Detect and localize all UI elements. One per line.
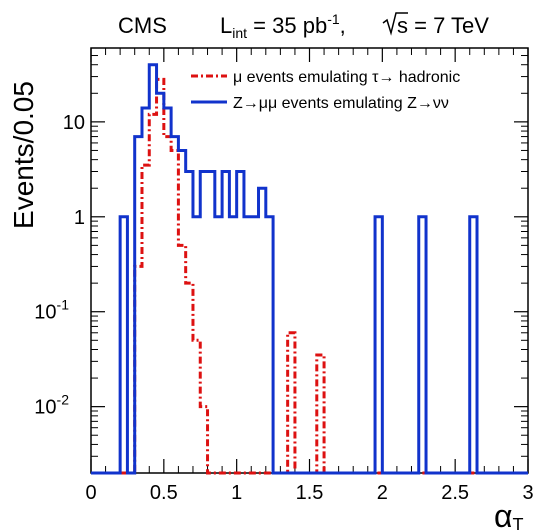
y-ticks: 10-2 10-1 1 10 <box>34 55 528 457</box>
title-sqrt-s: s = 7 TeV <box>397 13 489 38</box>
x-axis-label: αT <box>494 498 524 530</box>
x-tick-label: 3 <box>522 482 533 504</box>
legend: μ events emulating τ→ hadronic Z→μμ even… <box>191 69 460 112</box>
y-axis-label: Events/0.05 <box>8 81 39 229</box>
x-tick-label: 2.5 <box>441 482 469 504</box>
title-sqrt-s-text: s = 7 TeV <box>397 13 489 38</box>
x-tick-label: 1 <box>231 482 242 504</box>
legend-label-z: Z→μμ events emulating Z→νν <box>233 95 449 112</box>
x-tick-label: 0.5 <box>150 482 178 504</box>
x-tick-label: 0 <box>85 482 96 504</box>
series-group <box>91 63 528 475</box>
title-experiment: CMS <box>118 13 167 38</box>
title-lumi-L: L <box>220 13 232 38</box>
x-tick-label: 2 <box>377 482 388 504</box>
title-comma: , <box>340 13 346 38</box>
title-lumi: Lint = 35 pb-1, <box>220 11 346 41</box>
sqrt-sign-icon <box>382 12 408 36</box>
x-ticks: 0 0.5 1 1.5 2 2.5 3 <box>85 48 534 504</box>
y-tick-label: 10 <box>63 112 85 134</box>
x-tick-label: 1.5 <box>296 482 324 504</box>
x-axis-label-alpha: α <box>494 498 513 530</box>
y-tick-label: 10-2 <box>34 392 69 419</box>
title-lumi-sub: int <box>232 25 247 41</box>
series-mu-emulating-tau-histogram <box>91 77 528 475</box>
y-tick-label: 1 <box>74 207 85 229</box>
x-axis-label-sub: T <box>513 515 524 530</box>
y-tick-label: 10-1 <box>34 297 69 324</box>
legend-label-mu: μ events emulating τ→ hadronic <box>233 69 460 86</box>
title-lumi-value: = 35 pb <box>247 13 327 38</box>
title-lumi-sup: -1 <box>327 11 340 27</box>
series-z-mumu-emulating-znunu-histogram <box>91 63 528 475</box>
